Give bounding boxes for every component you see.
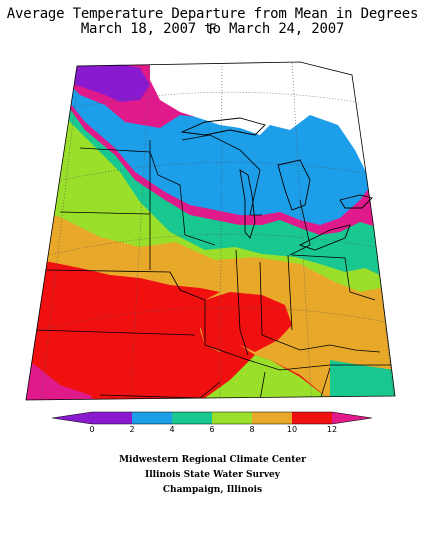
band-4-6-se [330, 360, 395, 400]
credit-location: Champaign, Illinois [162, 485, 263, 495]
lake-michigan [239, 169, 256, 239]
credit-organization: Midwestern Regional Climate Center [119, 455, 306, 465]
legend-swatch-0-2 [92, 412, 132, 424]
legend-tick-2: 2 [129, 425, 135, 434]
lake-erie [298, 224, 351, 251]
legend-swatch-2-4 [132, 412, 172, 424]
band-6-8-east [380, 255, 395, 300]
legend-tick-12: 12 [326, 425, 338, 434]
band-0-2 [60, 62, 150, 102]
legend-colorbar [51, 411, 373, 425]
lake-ontario [339, 194, 373, 209]
legend-swatch-above-12 [332, 412, 372, 424]
legend-tick-6: 6 [209, 425, 215, 434]
legend-swatch-6-8 [212, 412, 252, 424]
legend-swatch-8-10 [252, 412, 292, 424]
credit-survey: Illinois State Water Survey [144, 470, 281, 480]
lake-superior [180, 117, 266, 136]
band-2-4 [26, 70, 375, 225]
band-10-12-central [200, 292, 292, 352]
lake-huron [277, 159, 311, 211]
great-lakes [180, 117, 373, 251]
temperature-contour-fills [26, 62, 395, 400]
state-boundaries [34, 134, 395, 400]
legend-tick-10: 10 [286, 425, 298, 434]
legend-tick-4: 4 [169, 425, 175, 434]
map-title-line1: Average Temperature Departure from Mean … [6, 6, 419, 38]
map-title-line2: March 18, 2007 to March 24, 2007 [80, 21, 345, 37]
legend-swatch-4-6 [172, 412, 212, 424]
band-6-8-south [180, 355, 330, 400]
map-frame [25, 61, 396, 401]
legend-tick-8: 8 [249, 425, 255, 434]
legend-swatch-10-12 [292, 412, 332, 424]
legend-swatch-below-0 [52, 412, 92, 424]
legend-tick-0: 0 [89, 425, 95, 434]
